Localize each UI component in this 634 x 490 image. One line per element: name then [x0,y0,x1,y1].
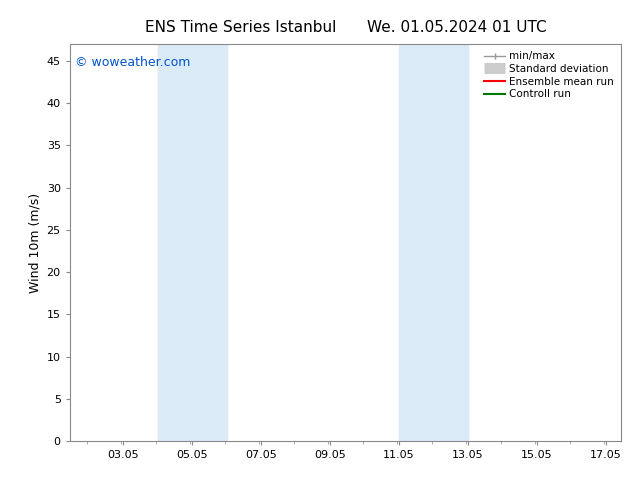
Bar [158,44,226,441]
Bar [399,44,468,441]
Legend: min/max, Standard deviation, Ensemble mean run, Controll run: min/max, Standard deviation, Ensemble me… [480,47,618,103]
Y-axis label: Wind 10m (m/s): Wind 10m (m/s) [28,193,41,293]
Text: © woweather.com: © woweather.com [75,56,191,69]
Text: We. 01.05.2024 01 UTC: We. 01.05.2024 01 UTC [366,20,547,35]
Text: ENS Time Series Istanbul: ENS Time Series Istanbul [145,20,337,35]
